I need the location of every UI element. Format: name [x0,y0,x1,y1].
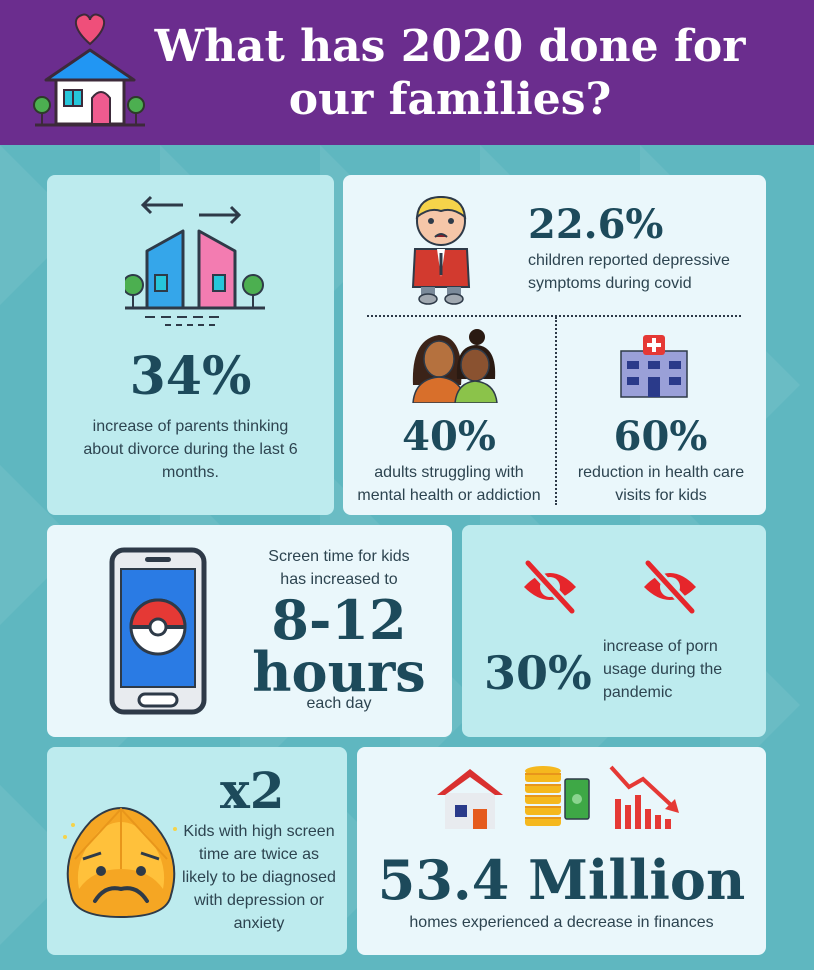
twice-text: Kids with high screen time are twice as … [182,823,336,932]
sad-boy-icon [411,195,471,305]
divided-houses-icon [125,195,265,326]
screen-time-value-line1: 8-12 [271,588,407,652]
mental-health-text: adults struggling with mental health or … [357,464,541,504]
health-care-text: reduction in health care visits for kids [577,464,745,504]
depression-text: children reported depressive symptoms du… [528,252,730,292]
coins-money-icon [525,766,590,826]
health-care-value: 60% [613,413,708,460]
screen-time-value-line2: hours [252,640,426,704]
card-twice-likely: x2 Kids with high screen time are twice … [47,747,347,955]
crossed-eye-icon [644,559,696,615]
smartphone-pokeball-icon [109,547,207,715]
title-line-2: our families? [288,74,612,125]
mental-health-value: 40% [402,413,496,460]
card-porn-usage: 30% increase of porn usage during the pa… [462,525,766,737]
title-line-1: What has 2020 done for [154,21,746,72]
vertical-divider [555,317,557,505]
crossed-eye-icon [524,559,576,615]
house-icon [437,769,503,829]
screen-time-suffix: each day [306,695,372,712]
divorce-value: 34% [129,346,252,407]
hospital-icon [620,335,688,398]
card-divorce: 34% increase of parents thinking about d… [47,175,334,515]
finances-text: homes experienced a decrease in finances [409,914,714,931]
twice-value: x2 [220,761,285,820]
depression-value: 22.6% [528,201,664,248]
card-wellbeing: 22.6% children reported depressive sympt… [343,175,766,515]
card-screen-time: Screen time for kids has increased to 8-… [47,525,452,737]
divorce-text: increase of parents thinking about divor… [83,418,298,481]
horizontal-divider [367,315,741,317]
card-finances: 53.4 Million homes experienced a decreas… [357,747,766,955]
header-banner: What has 2020 done for our families? [0,0,814,145]
declining-chart-icon [609,765,679,829]
worried-face-icon [63,807,177,919]
porn-value: 30% [484,646,592,700]
finances-value: 53.4 Million [377,848,746,912]
page-title: What has 2020 done for our families? [150,20,750,126]
house-heart-icon [33,13,145,127]
screen-time-intro: Screen time for kids has increased to [268,548,410,588]
two-women-icon [412,329,498,403]
porn-text: increase of porn usage during the pandem… [603,638,723,701]
